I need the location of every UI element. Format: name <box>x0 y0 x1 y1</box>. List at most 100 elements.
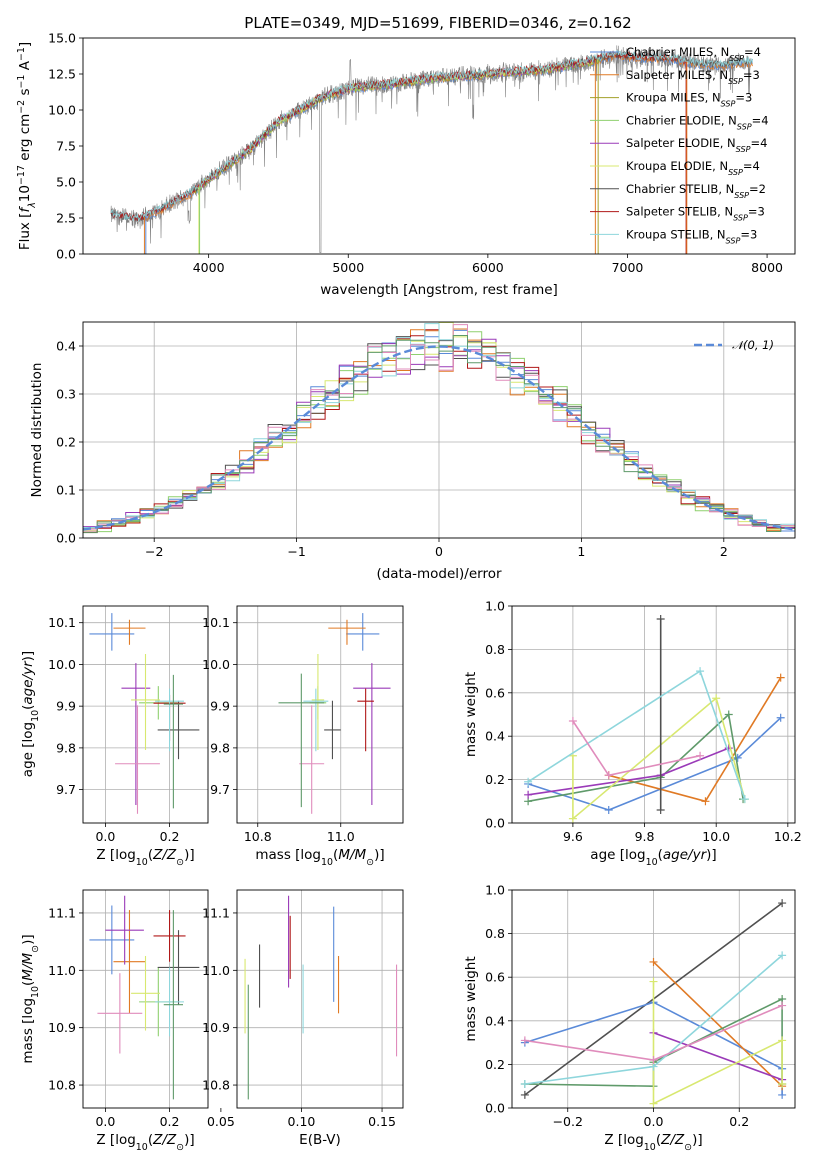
label-part: −1 <box>16 75 27 89</box>
weight-line <box>572 696 746 821</box>
y-tick-label: 0.0 <box>56 247 76 262</box>
label-part: Z [ <box>604 1132 623 1148</box>
label-part: ( <box>148 847 153 863</box>
y-tick-label: 0.2 <box>485 1057 505 1072</box>
weight-marker <box>776 713 785 722</box>
label-part: Z [ <box>96 847 115 863</box>
weight-marker <box>778 1001 787 1010</box>
label-part: )] <box>184 847 195 863</box>
label-part: =2 <box>749 182 766 196</box>
legend-residuals: 𝒩(0, 1) <box>694 338 774 352</box>
y-tick-label: 5.0 <box>56 175 76 190</box>
axes-frame <box>82 889 209 1109</box>
label-part: mass [ <box>255 847 300 863</box>
x-tick-label: 2 <box>720 544 728 559</box>
weight-marker <box>520 1090 529 1099</box>
label-part: SSP <box>736 145 751 154</box>
label-part: 10 <box>136 1142 148 1153</box>
plot-area <box>237 606 403 823</box>
label-part: SSP <box>726 236 741 245</box>
y-axis-label: mass weight <box>463 672 479 757</box>
label-part: ( <box>148 1132 153 1148</box>
y-tick-label: 10.1 <box>48 615 76 630</box>
label-part: )] <box>20 934 36 945</box>
label-part: Chabrier MILES, N <box>626 45 729 59</box>
plot-area <box>237 890 403 1108</box>
y-axis-label: age [log10(age/yr)] <box>20 651 41 777</box>
label-part: −17 <box>16 165 27 185</box>
y-tick-label: 0.1 <box>56 483 76 498</box>
label-part: log <box>115 847 136 863</box>
label-part: Flux [ <box>17 213 33 251</box>
y-tick-label: 0.2 <box>56 435 76 450</box>
label-part: log <box>623 1132 644 1148</box>
label-part: )] <box>374 847 385 863</box>
label-part: Kroupa ELODIE, N <box>626 159 728 173</box>
x-tick-label: −1 <box>287 544 305 559</box>
x-tick-label: 5000 <box>332 260 364 275</box>
x-tick-label: 0.0 <box>644 1114 664 1129</box>
label-part: )] <box>706 847 717 863</box>
y-tick-label: 11.0 <box>48 963 76 978</box>
y-tick-label: 10.9 <box>48 1020 76 1035</box>
x-tick-label: 0.15 <box>368 1114 396 1129</box>
label-part: Z [ <box>96 1132 115 1148</box>
weight-line <box>652 981 783 1105</box>
label-part: 10 <box>646 857 658 868</box>
label-part: 10 <box>644 1142 656 1153</box>
label-part: =3 <box>740 227 757 241</box>
weight-marker <box>649 1056 658 1065</box>
weight-marker <box>776 673 785 682</box>
y-tick-label: 0.2 <box>485 772 505 787</box>
label-part: SSP <box>728 168 743 177</box>
x-tick-label: −2 <box>145 544 163 559</box>
axes-frame <box>511 605 796 824</box>
y-tick-label: 10.0 <box>48 103 76 118</box>
plot-area <box>512 890 795 1108</box>
legend-entry: Chabrier ELODIE, NSSP=4 <box>626 113 769 130</box>
label-part: 10 <box>17 185 33 202</box>
y-tick-label: 0.6 <box>485 685 505 700</box>
figure-title: PLATE=0349, MJD=51699, FIBERID=0346, z=0… <box>244 14 631 32</box>
x-tick-label: 0 <box>435 544 443 559</box>
weight-marker <box>649 977 658 986</box>
weight-marker <box>701 797 710 806</box>
y-tick-label: 10.0 <box>202 657 230 672</box>
y-tick-label: 7.5 <box>56 139 76 154</box>
y-tick-label: 9.9 <box>56 699 76 714</box>
weight-line <box>652 961 783 1087</box>
label-part: Z/Z <box>660 1132 685 1148</box>
plot-area <box>83 606 208 823</box>
y-tick-label: 1.0 <box>485 883 505 898</box>
axes-age-vs-Z: 0.0 0.29.79.89.910.010.1Z [log10(Z/Z⊙)]ag… <box>20 605 209 868</box>
x-tick-label: 0.2 <box>160 1114 180 1129</box>
y-axis-label: Normed distribution <box>29 363 45 498</box>
weight-marker <box>733 753 742 762</box>
label-part: =3 <box>735 91 752 105</box>
label-part: SSP <box>729 54 744 63</box>
weight-marker <box>778 1036 787 1045</box>
label-part: log <box>115 1132 136 1148</box>
weight-marker <box>604 771 613 780</box>
x-tick-label: 10.0 <box>702 829 730 844</box>
axes-weight-vs-Z: −0.2 0.0 0.2 0.0 0.2 0.4 0.6 0.8 1.0 Z [log10(Z/Z… <box>463 883 796 1153</box>
label-part: mass [ <box>20 1019 36 1064</box>
y-tick-label: 10.8 <box>48 1078 76 1093</box>
y-tick-label: 11.0 <box>202 963 230 978</box>
normal-curve <box>83 345 795 531</box>
axes-frame <box>236 605 404 824</box>
x-tick-label: 0.0 <box>95 829 115 844</box>
x-tick-label: 7000 <box>612 260 644 275</box>
x-tick-label: 11.0 <box>327 829 355 844</box>
y-tick-label: 10.0 <box>48 657 76 672</box>
weight-marker <box>778 1080 787 1089</box>
weight-marker <box>696 667 705 676</box>
legend-entry: Salpeter MILES, NSSP=3 <box>626 68 760 86</box>
legend-entry: 𝒩(0, 1) <box>732 338 774 352</box>
label-part: SSP <box>728 76 743 85</box>
x-axis-label: Z [log10(Z/Z⊙)] <box>604 1132 702 1153</box>
axes-residuals: −2 −1 0 1 2 0.0 0.1 0.2 0.3 0.4 𝒩(0, 1) (data-model… <box>29 321 796 582</box>
x-tick-label: 10.8 <box>244 829 272 844</box>
y-tick-label: 1.0 <box>485 599 505 614</box>
